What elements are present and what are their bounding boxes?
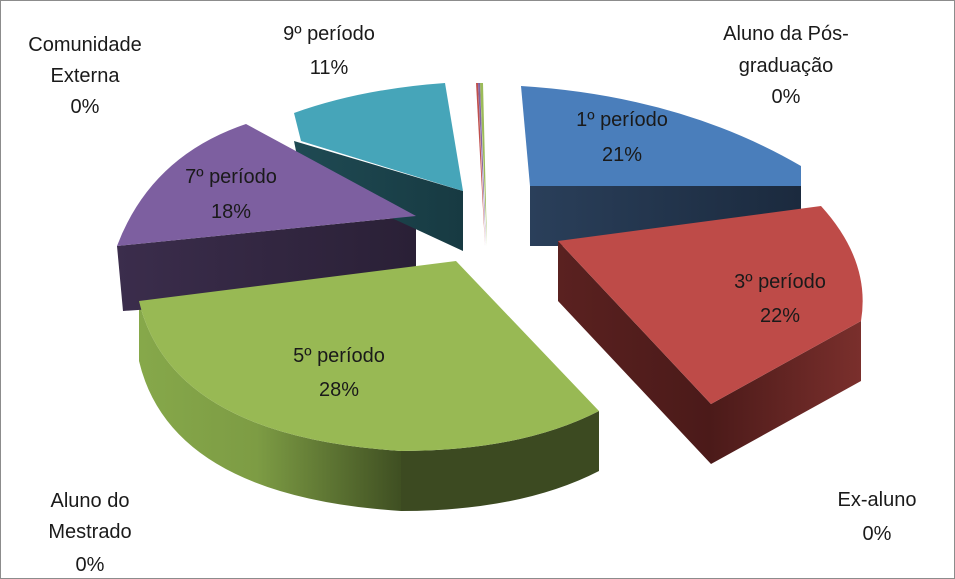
label-7-periodo-name: 7º período: [185, 166, 277, 188]
slice-7-periodo: [117, 124, 416, 246]
label-aluno-mestrado-pct: 0%: [76, 554, 105, 576]
slice-aluno-pos-graduacao: [480, 83, 487, 246]
outer-labels: Comunidade Externa 0% 9º período 11% Alu…: [28, 23, 916, 576]
slice-9-periodo: [294, 83, 463, 191]
label-ex-aluno-name: Ex-aluno: [838, 489, 917, 511]
slice-3-periodo: [558, 206, 863, 404]
label-aluno-pos-line1: Aluno da Pós-: [723, 23, 849, 45]
label-1-periodo-name: 1º período: [576, 109, 668, 131]
label-comunidade-externa-line2: Externa: [51, 65, 121, 87]
label-ex-aluno-pct: 0%: [863, 523, 892, 545]
label-aluno-mestrado-line2: Mestrado: [48, 521, 131, 543]
slice-side-5-periodo: [139, 301, 401, 511]
label-5-periodo-pct: 28%: [319, 379, 359, 401]
zero-slices: [476, 83, 487, 246]
label-3-periodo-pct: 22%: [760, 305, 800, 327]
label-3-periodo-name: 3º período: [734, 271, 826, 293]
slice-5-periodo: [139, 261, 599, 451]
inner-labels: 1º período 21% 3º período 22% 5º período…: [185, 109, 826, 401]
label-aluno-pos-line2: graduação: [739, 55, 834, 77]
slice-tops: [117, 83, 863, 451]
slice-side-5-periodo-front: [401, 411, 599, 511]
label-comunidade-externa-line1: Comunidade: [28, 34, 141, 56]
label-comunidade-externa-pct: 0%: [71, 96, 100, 118]
slice-1-periodo: [521, 86, 801, 186]
slice-ex-aluno: [478, 83, 486, 246]
label-9-periodo-pct: 11%: [310, 57, 349, 79]
label-aluno-mestrado-line1: Aluno do: [51, 490, 130, 512]
label-7-periodo-pct: 18%: [211, 201, 251, 223]
slice-comunidade-externa: [476, 83, 485, 246]
label-5-periodo-name: 5º período: [293, 345, 385, 367]
label-aluno-pos-pct: 0%: [772, 86, 801, 108]
label-9-periodo-name: 9º período: [283, 23, 375, 45]
label-1-periodo-pct: 21%: [602, 144, 642, 166]
slice-side-3-periodo: [558, 241, 861, 464]
